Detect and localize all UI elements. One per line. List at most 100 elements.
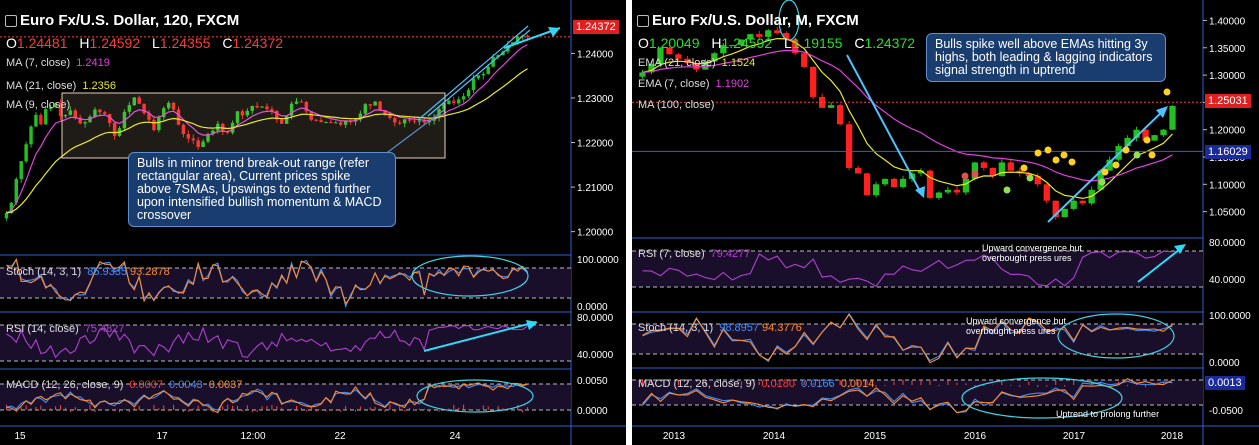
chart-title-text: Euro Fx/U.S. Dollar, 120, FXCM	[20, 12, 240, 29]
candle-body	[201, 141, 205, 147]
overlay-value: 1.1902	[715, 78, 750, 90]
trendline-lower	[417, 25, 529, 121]
candle-body	[1169, 105, 1176, 130]
candle-body	[1142, 129, 1149, 141]
price-tick-label: 1.30000	[1209, 71, 1246, 82]
overlay-ema7-label: EMA (7, close) 1.1902	[638, 78, 749, 90]
candle-body	[221, 123, 225, 131]
macd-label: MACD (12, 26, close, 9) 0.0180 0.0166 0.001…	[638, 378, 874, 390]
price-tick-label: 1.05000	[1209, 208, 1246, 219]
symbol-checkbox-icon[interactable]	[5, 15, 17, 27]
rsi-arrow-head	[526, 320, 538, 330]
overlay-name: EMA (7, close)	[638, 78, 710, 90]
candle-body	[176, 109, 181, 125]
low-label: L	[152, 35, 160, 51]
candle-body	[989, 167, 996, 177]
rsi-tick-label: 80.0000	[1209, 238, 1246, 249]
stoch-tick-label: 100.0000	[1209, 311, 1251, 322]
chart-title-text: Euro Fx/U.S. Dollar, M, FXCM	[652, 12, 859, 29]
candle-body	[819, 96, 826, 108]
last-price-tag: 1.25031	[1205, 94, 1251, 108]
candle-body	[917, 170, 925, 174]
candle-body	[1079, 200, 1086, 204]
signal-dot	[1060, 151, 1068, 159]
candle-body	[142, 103, 146, 114]
macd-signal-value: 0.0043	[169, 379, 203, 391]
note-stoch: Upward convergence but overbought press …	[966, 316, 1067, 336]
time-tick-label: 2018	[1161, 431, 1184, 442]
price-tick-label: 1.22000	[577, 139, 614, 150]
candle-body	[461, 96, 466, 100]
rsi-label: RSI (7, close) 79.4277	[638, 248, 750, 260]
price-tick-label: 1.21000	[577, 183, 614, 194]
signal-dot	[1143, 136, 1151, 144]
candle-body	[515, 36, 520, 43]
stoch-tick-label: 0.0000	[1209, 358, 1240, 369]
candle-body	[456, 99, 461, 104]
candle-body	[137, 97, 141, 104]
rsi-value: 75.4827	[84, 323, 125, 335]
macd-signal-value: 0.0166	[801, 378, 835, 390]
candle-body	[774, 30, 781, 34]
candle-body	[58, 103, 63, 117]
signal-dot	[1020, 164, 1028, 172]
candle-body	[442, 104, 446, 110]
macd-line-secondary	[6, 382, 528, 414]
candle-body	[684, 58, 691, 64]
macd-hist-value: 0.0014	[840, 378, 875, 390]
time-tick-label: 17	[156, 431, 168, 442]
candle-body	[1070, 200, 1077, 209]
candle-body	[452, 100, 456, 104]
macd-highlight-ellipse	[416, 379, 534, 413]
candle-body	[765, 30, 772, 37]
candle-body	[881, 178, 889, 185]
candle-body	[747, 34, 754, 40]
candle-body	[339, 122, 343, 125]
candle-body	[162, 108, 166, 118]
candle-body	[827, 105, 835, 108]
candle-body	[78, 117, 82, 124]
close-value: 1.24372	[232, 35, 284, 51]
time-tick-label: 15	[14, 431, 26, 442]
candle-body	[329, 122, 333, 124]
candle-body	[294, 101, 299, 104]
candle-body	[962, 178, 970, 193]
candle-body	[299, 101, 304, 103]
signal-dot	[1122, 146, 1130, 154]
stoch-d-value: 93.2878	[129, 266, 170, 278]
macd-line-secondary	[642, 378, 1173, 414]
overlay-value: 1.2419	[76, 57, 110, 69]
signal-dot	[1101, 168, 1109, 176]
candle-body	[1052, 200, 1059, 218]
candle-body	[792, 39, 799, 54]
stoch-line-secondary	[642, 313, 1173, 364]
candle-body	[899, 178, 907, 188]
candle-body	[481, 73, 486, 76]
candle-body	[422, 120, 427, 123]
candle-body	[314, 119, 318, 121]
candle-body	[265, 106, 269, 110]
chart-panel-eurusd-monthly: 1.400001.350001.300001.250001.200001.150…	[632, 0, 1259, 445]
close-label: C	[222, 35, 233, 51]
overlay-ma21-label: MA (21, close) 1.2356	[6, 80, 116, 92]
rsi-name: RSI (7, close)	[638, 248, 705, 260]
signal-dot	[1098, 178, 1106, 186]
symbol-checkbox-icon[interactable]	[637, 15, 649, 27]
time-tick-label: 24	[449, 431, 461, 442]
candle-body	[284, 115, 289, 124]
close-label: C	[854, 35, 865, 51]
candle-body	[1151, 135, 1158, 141]
last-price-tag: 1.24372	[573, 20, 619, 34]
overlay-name: EMA (21, close)	[638, 57, 716, 69]
price-tick-label: 1.20000	[577, 228, 614, 239]
rsi-name: RSI (14, close)	[6, 323, 79, 335]
candle-body	[363, 104, 368, 114]
downtrend-arrow	[846, 54, 923, 196]
time-tick-label: 2016	[964, 431, 987, 442]
note-macd: Uptrend to prolong further	[1056, 409, 1160, 419]
overlay-name: MA (100, close)	[638, 99, 715, 111]
high-value: 1.24592	[89, 35, 141, 51]
price-tick-label: 1.23000	[577, 94, 614, 105]
rsi-tick-label: 40.0000	[577, 350, 614, 361]
overlay-slow-line	[642, 49, 1173, 182]
